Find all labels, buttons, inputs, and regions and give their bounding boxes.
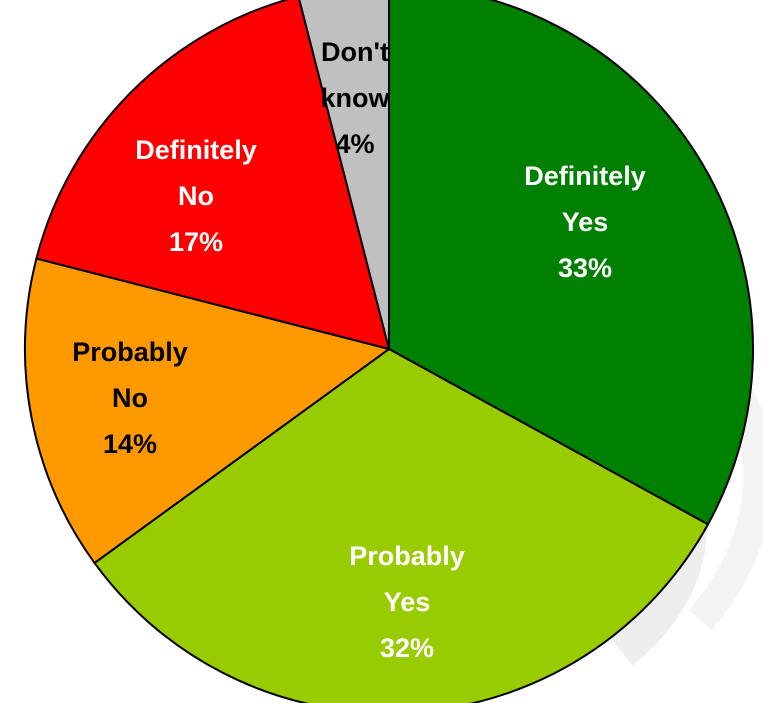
slice-category-label: No xyxy=(178,181,214,211)
slice-value-label: 4% xyxy=(335,129,374,159)
slice-category-label: Definitely xyxy=(524,161,646,191)
slice-category-label: No xyxy=(112,383,148,413)
slice-category-label: know xyxy=(320,83,390,113)
pie-labels: Definitely Yes 33% Probably Yes 32% Probably No… xyxy=(72,37,646,663)
slice-label-probably-no: Probably No 14% xyxy=(72,337,188,459)
slice-value-label: 14% xyxy=(103,429,157,459)
slice-value-label: 33% xyxy=(558,253,612,283)
slice-category-label: Probably xyxy=(349,541,465,571)
slice-label-don-t-know: Don't know 4% xyxy=(320,37,390,159)
slice-label-probably-yes: Probably Yes 32% xyxy=(349,541,465,663)
pie-slices xyxy=(24,0,754,703)
slice-category-label: Don't xyxy=(321,37,389,67)
slice-value-label: 17% xyxy=(169,227,223,257)
pie-slice-probably-yes xyxy=(93,347,710,703)
pie-slice-probably-no xyxy=(24,257,392,565)
pie-slice-definitely-yes xyxy=(388,0,754,526)
pie-slice-don-t-know xyxy=(298,0,390,350)
slice-category-label: Yes xyxy=(384,587,431,617)
slice-label-definitely-yes: Definitely Yes 33% xyxy=(524,161,646,283)
slice-category-label: Yes xyxy=(562,207,609,237)
slice-value-label: 32% xyxy=(380,633,434,663)
pie-slice-definitely-no xyxy=(35,0,391,351)
slice-category-label: Definitely xyxy=(135,135,257,165)
slice-category-label: Probably xyxy=(72,337,188,367)
slice-label-definitely-no: Definitely No 17% xyxy=(135,135,257,257)
